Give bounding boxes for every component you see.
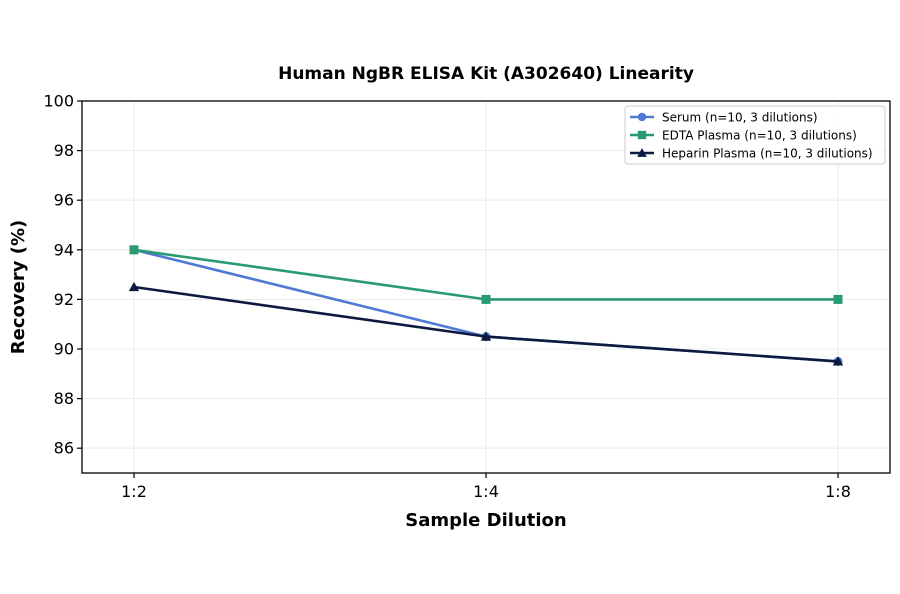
series-2	[128, 281, 844, 366]
legend-item: Serum (n=10, 3 dilutions)	[630, 111, 818, 125]
legend-label: Serum (n=10, 3 dilutions)	[662, 111, 818, 125]
y-axis-label: Recovery (%)	[8, 220, 29, 354]
y-tick-label: 86	[54, 439, 74, 458]
x-tick-label: 1:8	[825, 482, 851, 501]
data-point	[833, 294, 843, 304]
legend-label: Heparin Plasma (n=10, 3 dilutions)	[662, 147, 873, 161]
y-tick-label: 90	[54, 340, 74, 359]
y-tick-label: 100	[43, 92, 74, 111]
data-point	[480, 331, 492, 341]
y-tick-label: 94	[54, 240, 74, 259]
axis-ticks: 86 88 90 92 94 96 98 100 1:2 1:4 1:8	[43, 92, 850, 502]
legend-swatch-marker	[637, 130, 647, 140]
y-tick-label: 92	[54, 290, 74, 309]
legend-item: Heparin Plasma (n=10, 3 dilutions)	[630, 147, 873, 161]
legend: Serum (n=10, 3 dilutions) EDTA Plasma (n=…	[624, 105, 886, 165]
legend-box	[624, 105, 886, 165]
chart-title: Human NgBR ELISA Kit (A302640) Linearity	[278, 64, 694, 84]
series-1	[129, 245, 843, 304]
legend-label: EDTA Plasma (n=10, 3 dilutions)	[662, 129, 857, 143]
x-tick-label: 1:4	[473, 482, 499, 501]
data-point	[832, 356, 844, 366]
y-tick-label: 96	[54, 191, 74, 210]
legend-item: EDTA Plasma (n=10, 3 dilutions)	[630, 129, 857, 143]
y-tick-label: 88	[54, 389, 74, 408]
data-point	[129, 245, 139, 255]
legend-swatch-marker	[637, 112, 647, 122]
series-layer	[128, 245, 844, 366]
x-tick-label: 1:2	[121, 482, 147, 501]
x-axis-label: Sample Dilution	[405, 510, 566, 531]
legend-swatch-marker	[637, 148, 647, 157]
data-point	[481, 294, 491, 304]
y-tick-label: 98	[54, 141, 74, 160]
data-point	[128, 281, 140, 292]
